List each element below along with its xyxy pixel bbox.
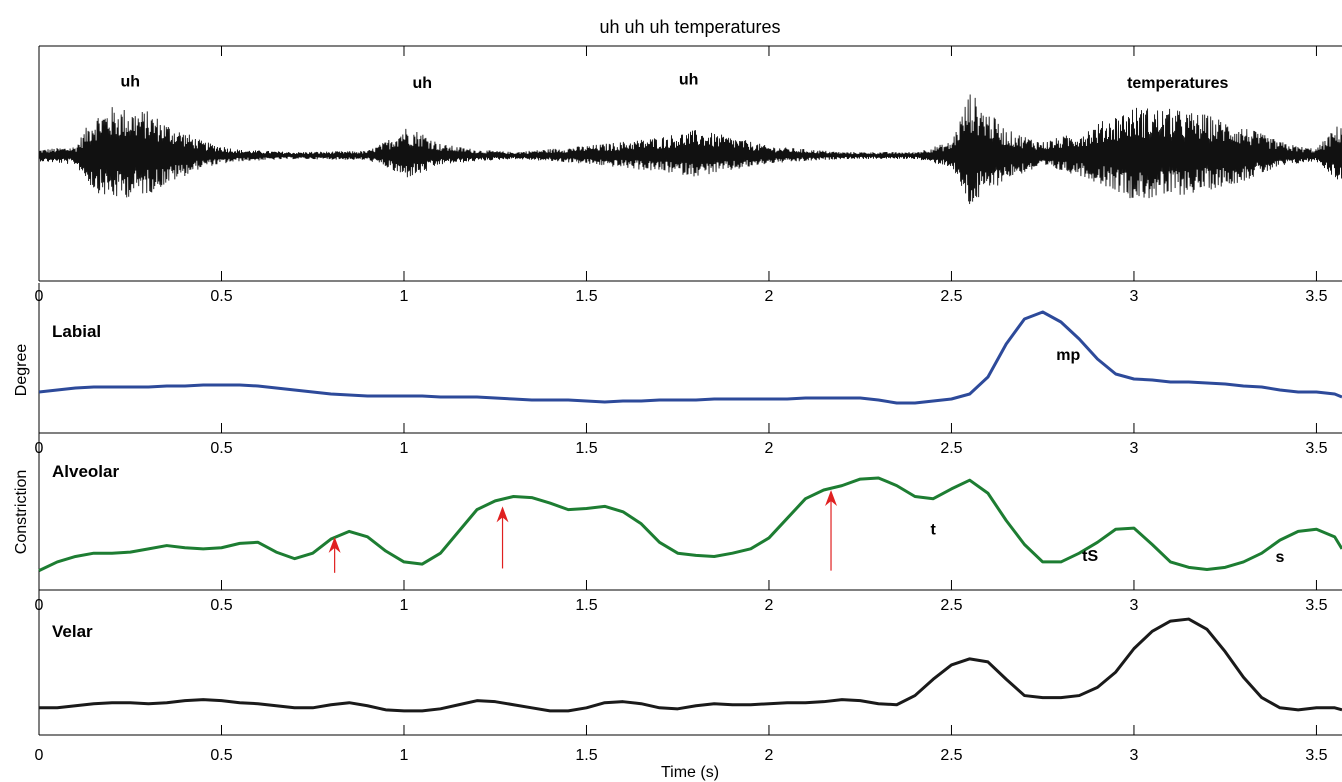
x-tick-label: 2 — [765, 747, 774, 764]
x-tick-label: 3 — [1130, 288, 1139, 305]
segment-label: uh — [120, 73, 140, 90]
x-tick-label: 3.5 — [1305, 440, 1327, 457]
x-tick-label: 1 — [400, 597, 409, 614]
x-tick-label: 3.5 — [1305, 597, 1327, 614]
x-tick-label: 3 — [1130, 440, 1139, 457]
x-tick-label: 2 — [765, 440, 774, 457]
segment-label: s — [1275, 549, 1284, 566]
red-arrow — [825, 489, 838, 571]
x-tick-label: 2.5 — [940, 597, 962, 614]
red-arrow — [328, 536, 341, 573]
velar-series-line — [39, 617, 1342, 713]
x-tick-label: 2 — [765, 597, 774, 614]
x-tick-label: 0.5 — [210, 440, 232, 457]
x-tick-label: 1 — [400, 288, 409, 305]
x-tick-label: 3.5 — [1305, 288, 1327, 305]
y-axis-label-constriction: Constriction — [13, 470, 30, 554]
x-tick-label: 1 — [400, 747, 409, 764]
y-axis-label-degree: Degree — [13, 344, 30, 397]
x-tick-label: 1.5 — [575, 440, 597, 457]
velar-panel: 0 0.5 1 1.5 2 2.5 3 3.5 Velar — [35, 590, 1342, 764]
x-tick-label: 1.5 — [575, 747, 597, 764]
x-tick-label: 1.5 — [575, 597, 597, 614]
alveolar-series-line — [38, 476, 1342, 572]
x-tick-label: 2.5 — [940, 747, 962, 764]
segment-label: uh — [412, 75, 432, 92]
panel-label-velar: Velar — [52, 622, 93, 641]
x-tick-label: 1.5 — [575, 288, 597, 305]
segment-label: uh — [679, 71, 699, 88]
x-tick-label: 0.5 — [210, 747, 232, 764]
x-tick-label: 2.5 — [940, 288, 962, 305]
x-tick-label: 3 — [1130, 747, 1139, 764]
x-tick-label: 3.5 — [1305, 747, 1327, 764]
segment-label: t — [931, 522, 937, 539]
x-tick-label: 2.5 — [940, 440, 962, 457]
red-arrow — [496, 506, 509, 569]
waveform-panel: 0 0.5 1 1.5 2 2.5 3 3.5uh uh uh temperatures — [35, 45, 1342, 305]
x-tick-label: 0.5 — [210, 597, 232, 614]
panel-label-labial: Labial — [52, 322, 101, 341]
x-axis-label: Time (s) — [661, 764, 719, 781]
figure-title: uh uh uh temperatures — [599, 17, 780, 37]
x-tick-label: 3 — [1130, 597, 1139, 614]
x-tick-label: 2 — [765, 288, 774, 305]
panel-label-alveolar: Alveolar — [52, 462, 119, 481]
waveform-trace — [38, 94, 1342, 205]
segment-label: temperatures — [1127, 75, 1228, 92]
segment-label: tS — [1082, 548, 1098, 565]
x-tick-label: 1 — [400, 440, 409, 457]
labial-series-line — [38, 310, 1342, 405]
x-tick-label: 0.5 — [210, 288, 232, 305]
segment-label: mp — [1056, 347, 1080, 364]
x-tick-label: 0 — [35, 747, 44, 764]
